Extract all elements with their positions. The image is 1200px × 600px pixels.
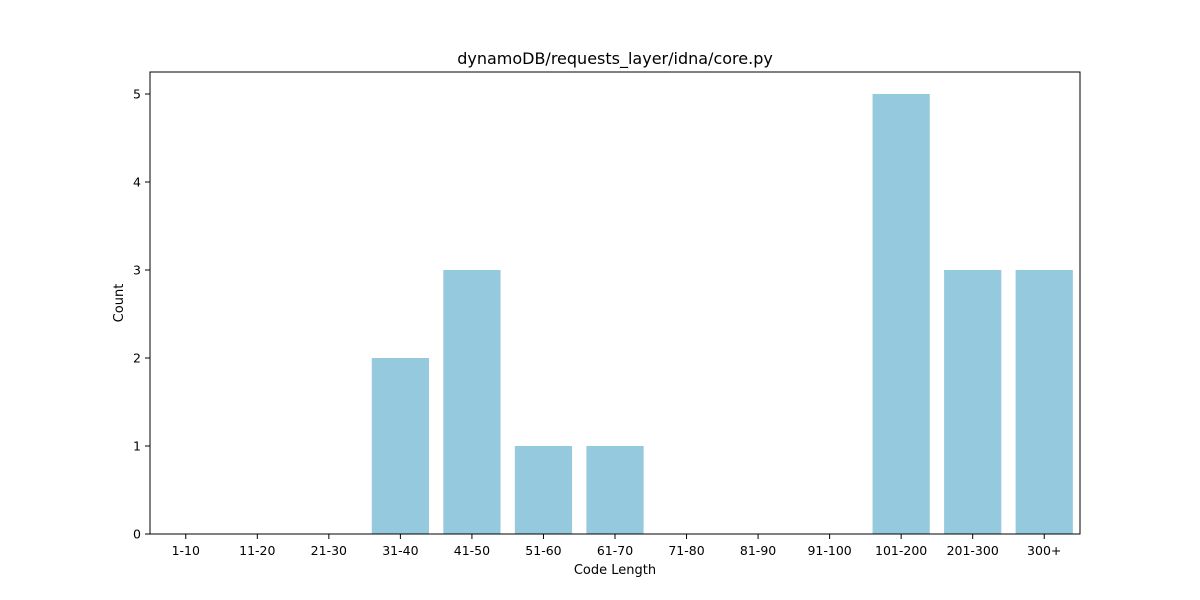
bar-41-50 [443, 270, 501, 534]
y-tick-label: 5 [133, 87, 141, 102]
x-tick-label: 11-20 [239, 543, 275, 558]
x-axis: 1-10 11-20 21-30 31-40 41-50 51-60 61-70 71-80 8… [172, 534, 1061, 558]
bars-group [371, 94, 1073, 534]
x-tick-label: 31-40 [382, 543, 418, 558]
bar-51-60 [514, 446, 573, 534]
x-tick-label: 41-50 [454, 543, 490, 558]
x-tick-label: 81-90 [740, 543, 776, 558]
x-tick-label: 21-30 [311, 543, 347, 558]
bar-300+ [1015, 270, 1073, 534]
x-axis-label: Code Length [574, 563, 656, 578]
x-tick-label: 101-200 [875, 543, 927, 558]
chart-title: dynamoDB/requests_layer/idna/core.py [457, 49, 773, 69]
bar-101-200 [872, 94, 930, 534]
bar-31-40 [371, 358, 429, 534]
x-tick-label: 51-60 [525, 543, 561, 558]
x-tick-label: 71-80 [668, 543, 704, 558]
x-tick-label: 201-300 [947, 543, 999, 558]
plot-frame [149, 71, 1081, 535]
x-tick-label: 91-100 [807, 543, 851, 558]
bar-61-70 [586, 446, 644, 534]
y-tick-label: 0 [133, 527, 141, 542]
y-axis-label: Count [112, 284, 127, 323]
x-tick-label: 61-70 [597, 543, 633, 558]
x-tick-label: 1-10 [172, 543, 200, 558]
y-tick-label: 4 [133, 175, 141, 190]
y-axis: 0 1 2 3 4 5 [133, 87, 150, 542]
y-tick-label: 1 [133, 439, 141, 454]
y-tick-label: 3 [133, 263, 141, 278]
x-tick-label: 300+ [1027, 543, 1061, 558]
y-tick-label: 2 [133, 351, 141, 366]
bar-201-300 [944, 270, 1002, 534]
